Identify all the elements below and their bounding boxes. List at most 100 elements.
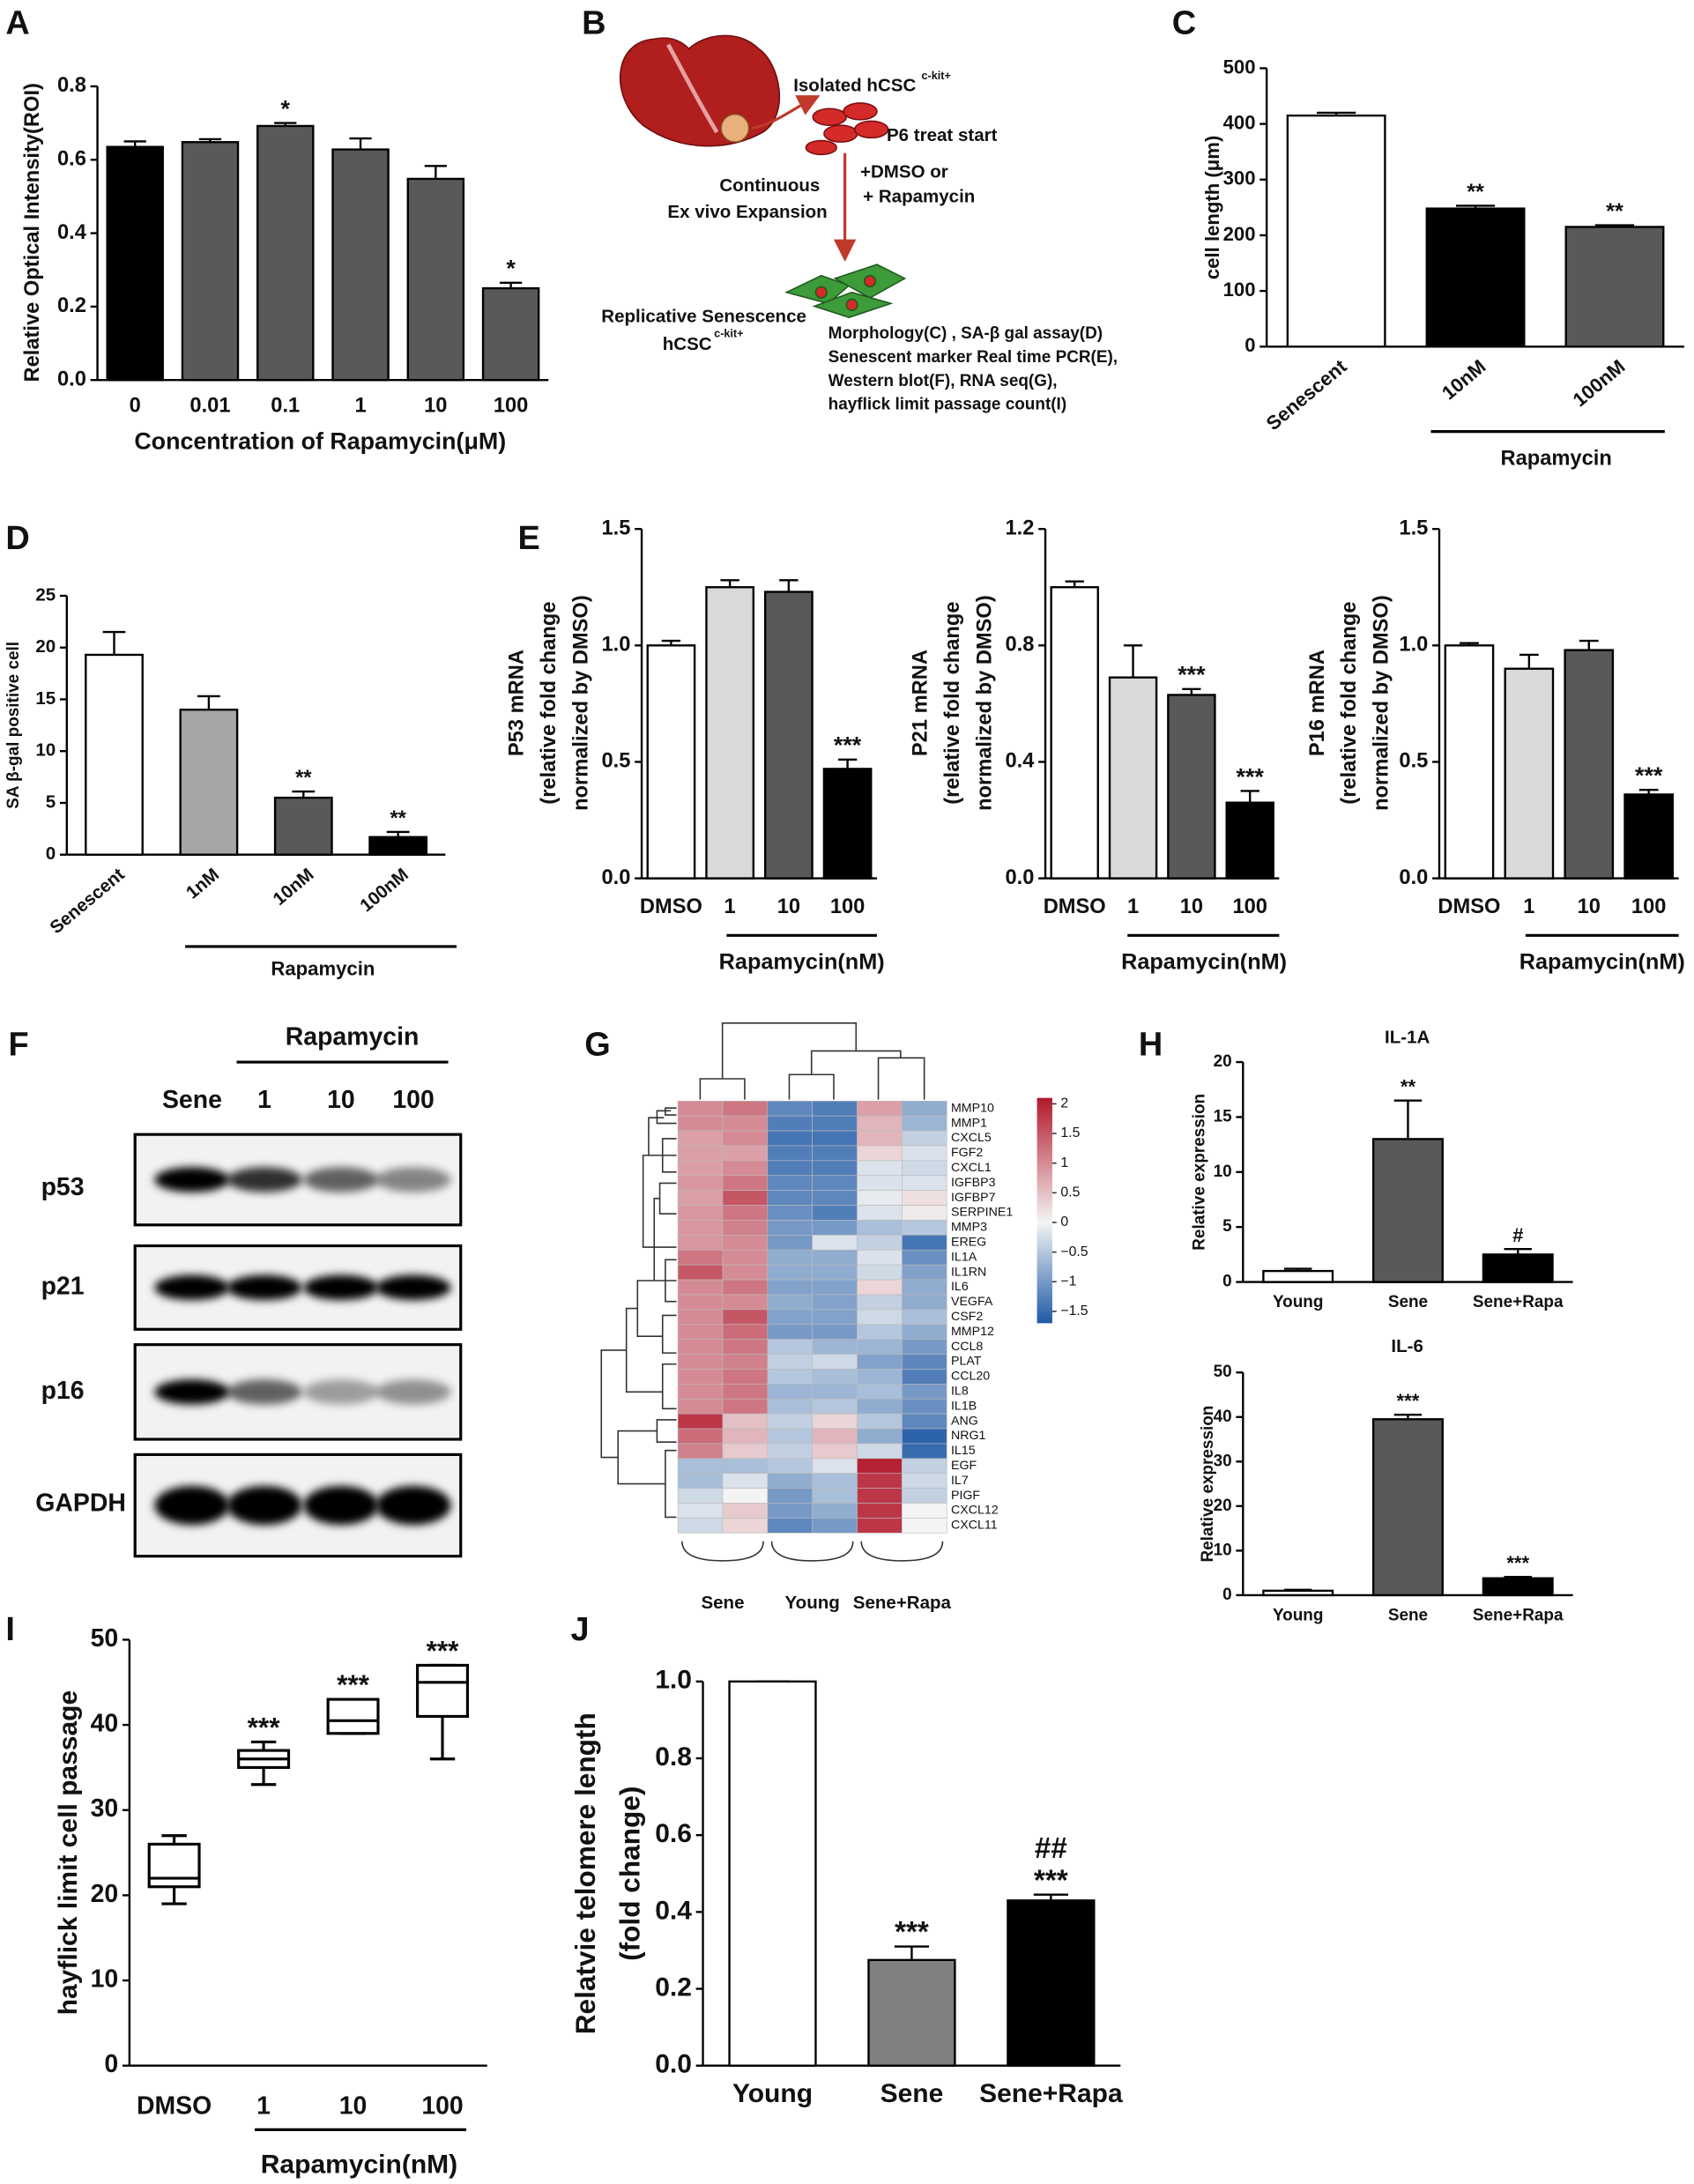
heatmap-cell (857, 1160, 903, 1177)
bar (331, 148, 390, 382)
x-tick-label: DMSO (1438, 895, 1500, 918)
heatmap-cell (857, 1220, 903, 1236)
heatmap-cell (902, 1190, 947, 1206)
y-tick-label: 0.0 (655, 2050, 692, 2079)
x-tick-label: Sene (1388, 1607, 1428, 1625)
heatmap-cell (722, 1249, 769, 1266)
heatmap-cell (902, 1473, 947, 1489)
x-tick-label: 100 (830, 895, 865, 918)
heatmap-cell (857, 1398, 903, 1415)
x-tick-label: 1 (724, 895, 736, 918)
heatmap-cell (812, 1100, 858, 1117)
heatmap-cell (812, 1503, 858, 1519)
significance-label: * (506, 256, 516, 282)
y-axis-label: P53 mRNA (506, 650, 529, 756)
diagram-text: Ex vivo Expansion (667, 202, 827, 222)
heatmap-cell (722, 1235, 769, 1251)
heatmap-cell (677, 1473, 724, 1489)
row-label: IGFBP7 (951, 1191, 996, 1205)
blot-band (227, 1274, 302, 1301)
significance-label: *** (337, 1668, 370, 1700)
bar (1262, 1589, 1334, 1597)
x-tick-label: 1 (1523, 895, 1534, 918)
colorbar-tick-label: 0.5 (1060, 1185, 1080, 1200)
bar (1108, 676, 1158, 880)
heatmap-cell (902, 1324, 947, 1340)
y-axis-label: Relative expression (1199, 1406, 1217, 1563)
heatmap-cell (902, 1458, 947, 1475)
heatmap-cell (812, 1130, 858, 1147)
heatmap-cell (812, 1294, 858, 1311)
row-label: CXCL5 (951, 1131, 992, 1145)
heatmap-cell (677, 1220, 724, 1236)
heatmap-cell (722, 1324, 769, 1340)
group-label: Rapamycin (1500, 447, 1611, 470)
x-tick-label: 1 (1127, 895, 1139, 918)
row-label: IL8 (951, 1385, 969, 1399)
y-tick-label: 0 (1222, 1273, 1232, 1291)
heatmap-cell (812, 1488, 858, 1504)
heatmap-cell (722, 1398, 769, 1415)
heatmap-cell (857, 1294, 903, 1311)
x-tick-label: 100nM (356, 865, 412, 917)
row-label: EGF (951, 1459, 977, 1473)
bar (1371, 1418, 1444, 1597)
heatmap-cell (677, 1264, 724, 1281)
x-tick-label: DMSO (1044, 895, 1106, 918)
heatmap-cell (677, 1100, 724, 1117)
y-tick-label: 0.0 (1399, 866, 1428, 889)
y-axis-label: (relative fold change (1338, 601, 1361, 804)
bar (406, 177, 465, 382)
y-tick-label: 0.2 (57, 294, 86, 317)
heatmap-cell (767, 1339, 813, 1355)
bar (728, 1680, 817, 2067)
y-axis-label: P16 mRNA (1306, 650, 1329, 756)
row-label: VEGFA (951, 1295, 993, 1309)
heatmap-cell (722, 1309, 769, 1326)
x-tick-label: 10 (424, 394, 447, 417)
significance-label: *** (1237, 763, 1265, 790)
significance-label: ## (1035, 1832, 1067, 1865)
panel-label: E (517, 520, 539, 557)
heatmap-cell (857, 1175, 903, 1191)
y-tick-label: 30 (91, 1794, 119, 1823)
heatmap-cell (902, 1443, 947, 1460)
heatmap-cell (767, 1279, 813, 1296)
y-axis-label: normalized by DMSO) (1370, 595, 1393, 811)
y-tick-label: 0.5 (1399, 750, 1428, 773)
y-tick-label: 0.2 (655, 1972, 692, 2002)
heatmap-cell (857, 1249, 903, 1266)
y-tick-label: 30 (1214, 1452, 1232, 1470)
row-label: CSF2 (951, 1310, 983, 1324)
heatmap-cell (857, 1518, 903, 1534)
diagram-text: Morphology(C) , SA-β gal assay(D) (828, 324, 1103, 343)
colorbar-tick-label: 1.5 (1060, 1125, 1080, 1140)
heatmap-cell (677, 1175, 724, 1191)
y-tick-label: 0 (1222, 1586, 1232, 1604)
heatmap-cell (677, 1160, 724, 1177)
heatmap-cell (677, 1294, 724, 1311)
heatmap-cell (902, 1130, 947, 1147)
bar (1007, 1899, 1096, 2067)
diagram-text: Replicative Senescence (601, 307, 806, 327)
blot-band (303, 1167, 379, 1192)
bar (368, 836, 428, 856)
heatmap-cell (767, 1398, 813, 1415)
y-tick-label: 0.8 (1005, 634, 1034, 657)
y-axis-label: Relative expression (1190, 1094, 1208, 1251)
y-tick-label: 10 (1214, 1541, 1232, 1559)
column-group-label: Sene (701, 1593, 744, 1613)
y-tick-label: 0 (104, 2050, 118, 2078)
diagram-text: Isolated hCSC (793, 75, 916, 95)
group-label: Rapamycin(nM) (261, 2150, 457, 2179)
y-tick-label: 0 (1244, 334, 1255, 356)
row-label: IL1B (951, 1399, 977, 1413)
heatmap-cell (857, 1458, 903, 1475)
heatmap-cell (812, 1235, 858, 1251)
bar (273, 796, 333, 856)
heatmap-cell (902, 1279, 947, 1296)
row-label: CCL20 (951, 1370, 990, 1384)
y-tick-label: 15 (35, 688, 56, 709)
y-tick-label: 0.4 (655, 1896, 692, 1925)
